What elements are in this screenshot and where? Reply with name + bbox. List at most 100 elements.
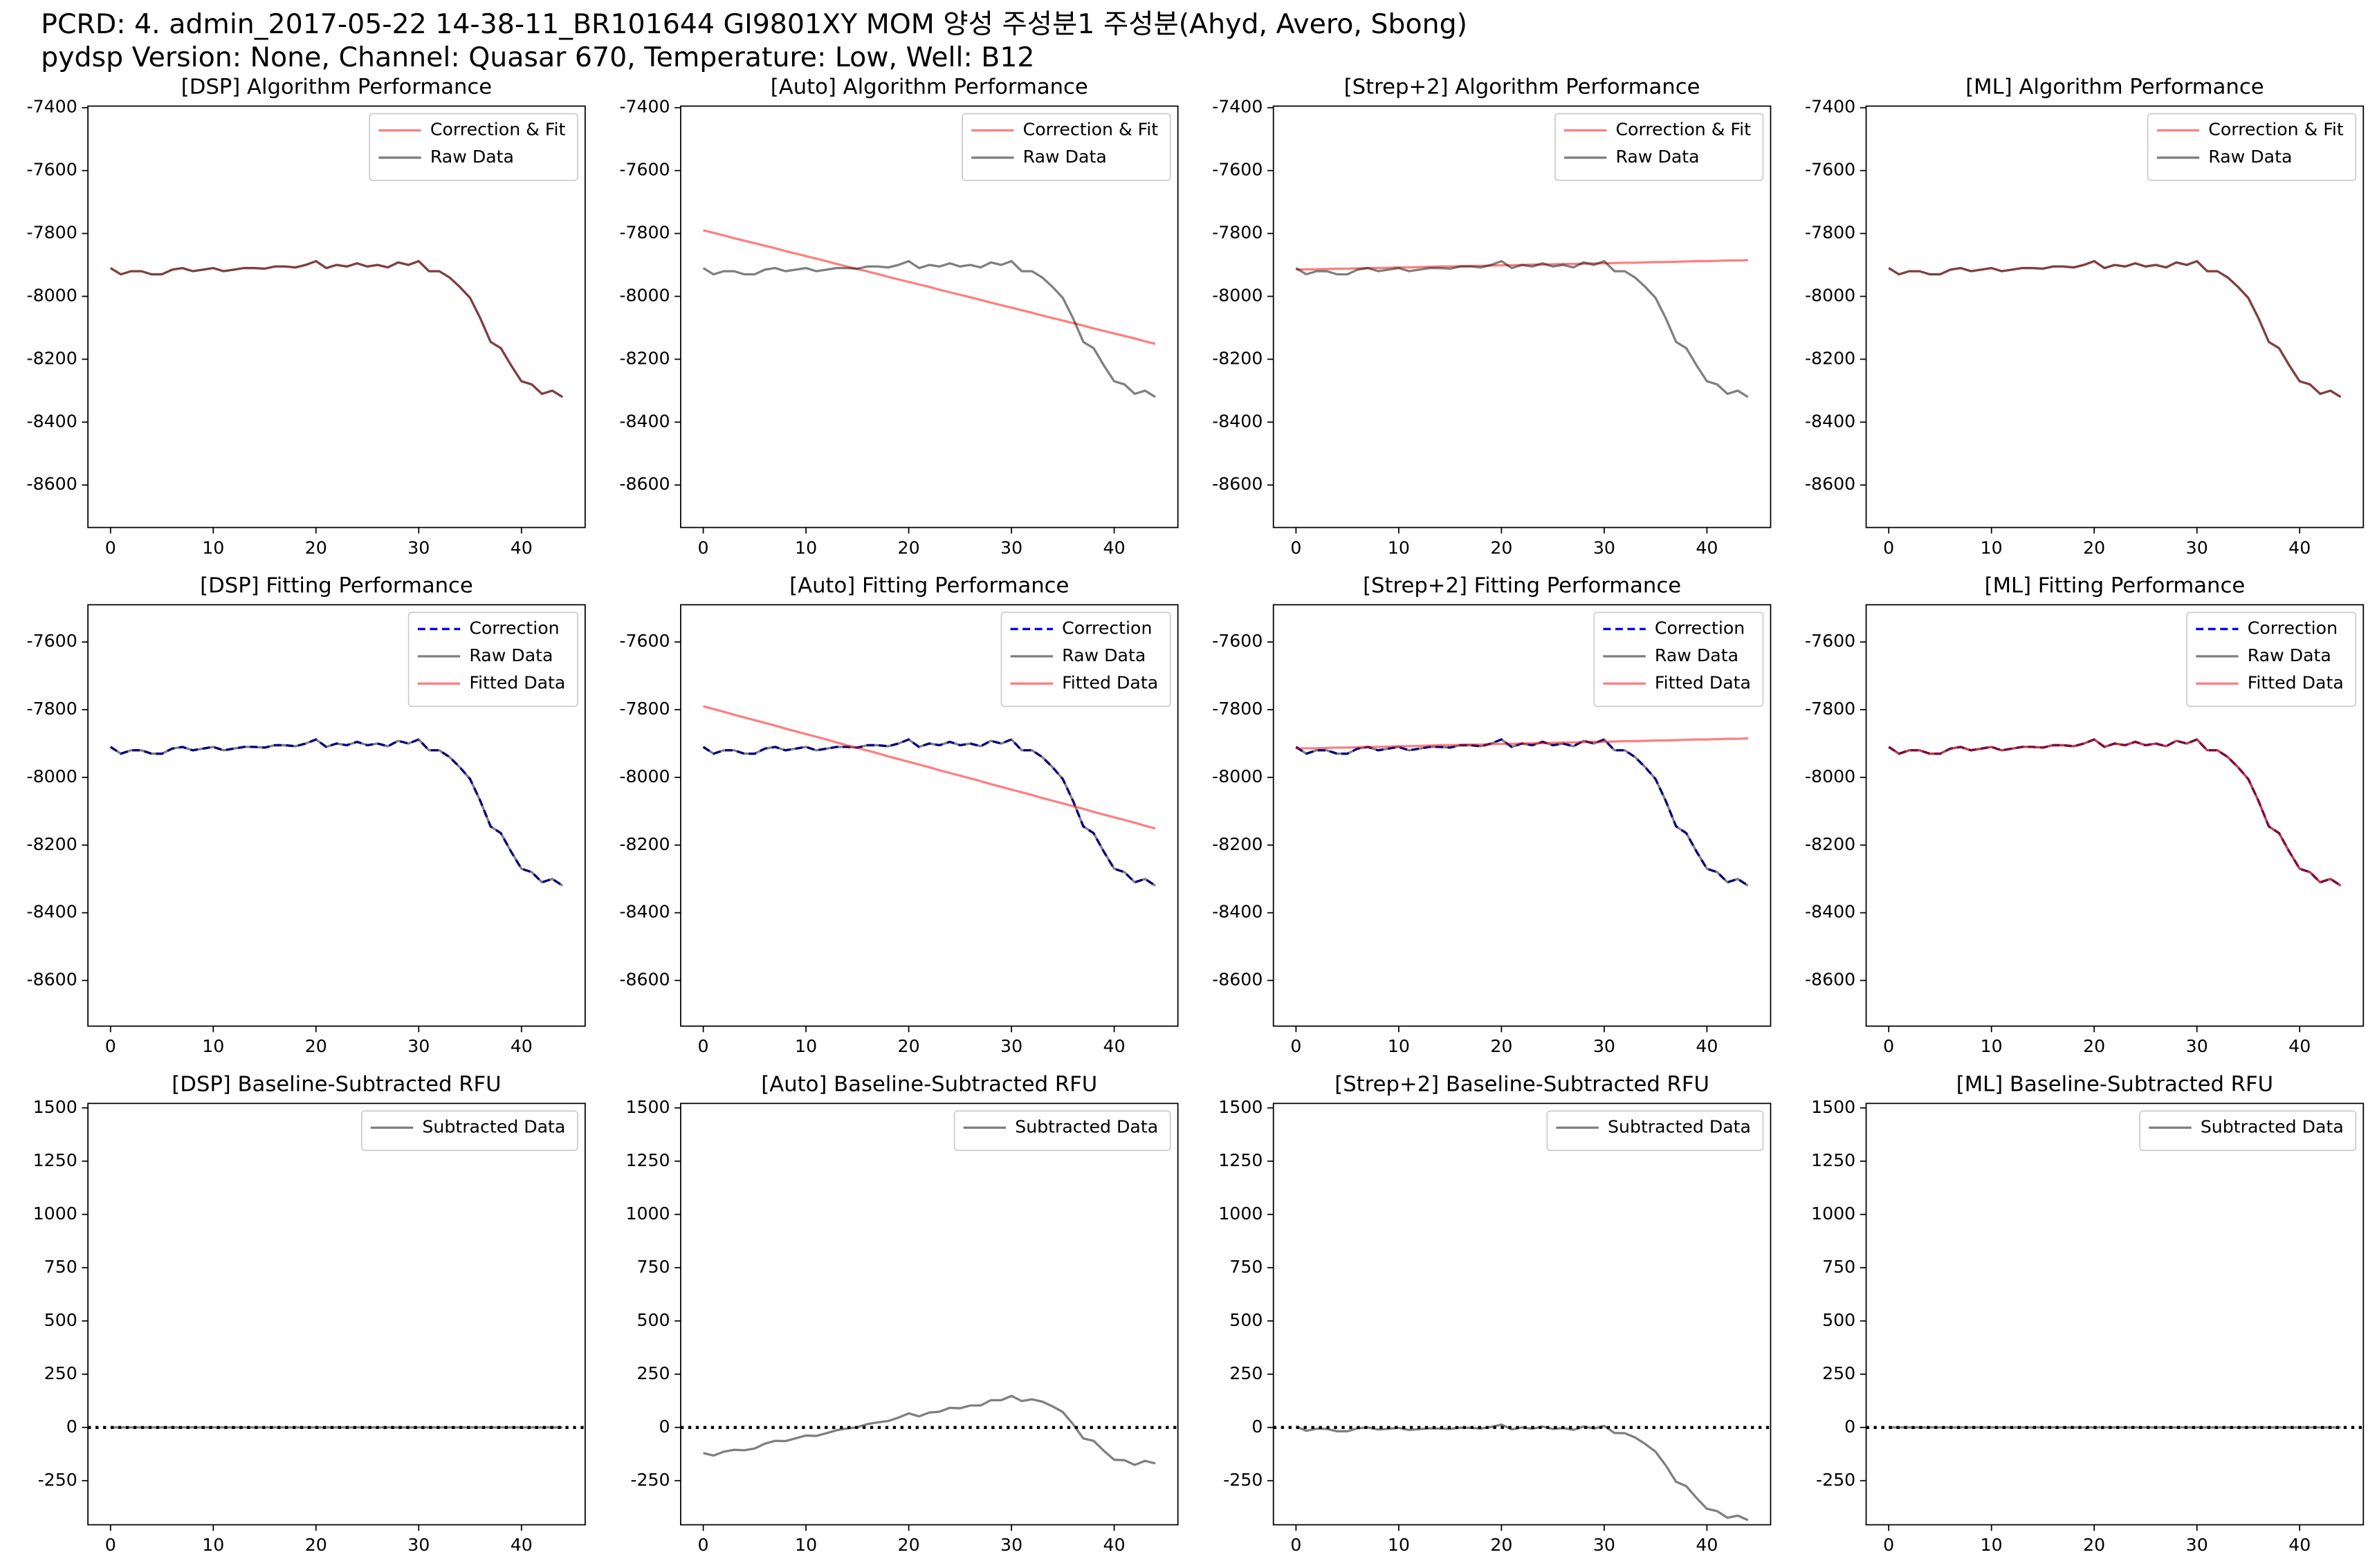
y-tick-label: -8400 xyxy=(1805,411,1855,431)
axes-frame xyxy=(1272,604,1772,1027)
legend-label: Fitted Data xyxy=(1655,672,1751,692)
y-tick-label: 0 xyxy=(1844,1417,1855,1437)
x-tick-label: 30 xyxy=(407,537,430,557)
legend-box xyxy=(360,1110,578,1152)
x-tick-label: 10 xyxy=(795,537,817,557)
x-tick-label: 10 xyxy=(1981,537,2003,557)
x-tick-label: 0 xyxy=(105,537,116,557)
y-tick-label: 1250 xyxy=(1218,1150,1263,1170)
x-tick-label: 20 xyxy=(898,1535,920,1555)
x-tick-label: 0 xyxy=(105,1036,116,1056)
y-tick-label: 0 xyxy=(1251,1417,1263,1437)
y-tick-label: 250 xyxy=(44,1363,77,1383)
y-tick-label: -8400 xyxy=(1212,411,1263,431)
y-tick-label: -8000 xyxy=(1805,766,1855,786)
x-tick-label: 20 xyxy=(2083,1535,2105,1555)
x-tick-label: 30 xyxy=(407,1535,430,1555)
y-tick-label: -8200 xyxy=(27,834,77,854)
x-tick-label: 10 xyxy=(1388,1535,1410,1555)
legend: Correction Raw Data Fitted Data xyxy=(1000,611,1171,708)
x-tick-label: 10 xyxy=(1981,1036,2003,1056)
legend-label: Raw Data xyxy=(2208,147,2292,167)
y-tick-label: 250 xyxy=(1822,1363,1855,1383)
y-tick-label: -8000 xyxy=(27,285,77,305)
y-tick-label: -8400 xyxy=(27,411,77,431)
figure-title: PCRD: 4. admin_2017-05-22 14-38-11_BR101… xyxy=(41,8,1467,40)
legend: Correction & Fit Raw Data xyxy=(369,113,578,181)
x-tick-label: 0 xyxy=(1290,537,1301,557)
legend-label: Subtracted Data xyxy=(1015,1116,1158,1136)
series-line xyxy=(109,738,564,887)
x-tick-label: 40 xyxy=(1103,1535,1126,1555)
y-tick-label: -8400 xyxy=(619,902,670,922)
y-tick-label: -7800 xyxy=(1805,223,1855,243)
x-tick-label: 20 xyxy=(1490,1036,1512,1056)
x-tick-label: 10 xyxy=(795,1036,817,1056)
legend-box xyxy=(962,113,1171,181)
x-tick-label: 40 xyxy=(2288,1535,2311,1555)
subplot: [Auto] Algorithm Performance -8600 -8400 -8… xyxy=(619,75,1179,557)
y-tick-label: -7600 xyxy=(1805,160,1855,180)
x-tick-label: 20 xyxy=(305,1036,327,1056)
legend-box xyxy=(1546,1110,1764,1152)
x-tick-label: 0 xyxy=(1290,1036,1301,1056)
x-tick-label: 20 xyxy=(898,537,920,557)
series-line xyxy=(702,738,1156,887)
x-tick-label: 10 xyxy=(202,1036,224,1056)
y-tick-label: -8200 xyxy=(1805,834,1855,854)
legend-label: Raw Data xyxy=(1615,147,1699,167)
y-tick-label: -8200 xyxy=(1212,834,1263,854)
legend: Subtracted Data xyxy=(360,1110,578,1152)
y-tick-label: 1500 xyxy=(1811,1097,1855,1117)
series-line xyxy=(703,229,1156,345)
legend-label: Correction xyxy=(1655,618,1745,638)
x-tick-label: 0 xyxy=(105,1535,116,1555)
series-line xyxy=(1295,1423,1749,1522)
y-tick-label: -8600 xyxy=(1805,474,1855,494)
y-tick-label: -7800 xyxy=(1212,699,1263,719)
y-tick-label: 750 xyxy=(1822,1257,1855,1277)
y-tick-label: -8000 xyxy=(619,766,670,786)
y-tick-label: 1250 xyxy=(625,1150,670,1170)
legend-label: Correction xyxy=(2248,618,2338,638)
legend-label: Correction & Fit xyxy=(1023,119,1159,139)
legend-label: Fitted Data xyxy=(469,672,565,692)
x-tick-label: 40 xyxy=(1696,537,1718,557)
x-tick-label: 0 xyxy=(1883,537,1894,557)
x-tick-label: 40 xyxy=(511,1036,533,1056)
axes-frame xyxy=(87,1103,586,1526)
y-tick-label: -7800 xyxy=(1212,223,1263,243)
series-line xyxy=(1888,738,2342,887)
x-tick-label: 0 xyxy=(698,537,709,557)
y-tick-label: -250 xyxy=(38,1470,77,1490)
series-line xyxy=(109,259,564,398)
x-tick-label: 0 xyxy=(1883,1036,1894,1056)
y-tick-label: -8400 xyxy=(1212,902,1263,922)
x-tick-label: 10 xyxy=(795,1535,817,1555)
y-tick-label: -7600 xyxy=(1805,631,1855,651)
y-tick-label: -8600 xyxy=(619,474,670,494)
x-tick-label: 30 xyxy=(2186,1535,2208,1555)
legend: Correction & Fit Raw Data xyxy=(962,113,1171,181)
y-tick-label: -250 xyxy=(630,1470,670,1490)
x-tick-label: 0 xyxy=(1290,1535,1301,1555)
subplot-title: [Strep+2] Fitting Performance xyxy=(1363,574,1681,598)
y-tick-label: -250 xyxy=(1816,1470,1855,1490)
legend-label: Correction xyxy=(469,618,559,638)
axes-frame xyxy=(1272,105,1772,528)
x-tick-label: 30 xyxy=(1593,537,1615,557)
y-tick-label: -7800 xyxy=(1805,699,1855,719)
y-tick-label: -8600 xyxy=(1212,970,1263,990)
subplot-title: [ML] Baseline-Subtracted RFU xyxy=(1956,1073,2273,1097)
x-tick-label: 30 xyxy=(1593,1535,1615,1555)
axes-frame xyxy=(87,105,586,528)
y-tick-label: 1000 xyxy=(625,1203,670,1224)
x-tick-label: 30 xyxy=(1000,537,1022,557)
x-tick-label: 20 xyxy=(305,537,327,557)
legend-box xyxy=(369,113,578,181)
subplot: [Strep+2] Fitting Performance -8600 -8400 -… xyxy=(1212,574,1772,1056)
subplot-title: [ML] Fitting Performance xyxy=(1985,574,2246,598)
y-tick-label: 750 xyxy=(636,1257,670,1277)
